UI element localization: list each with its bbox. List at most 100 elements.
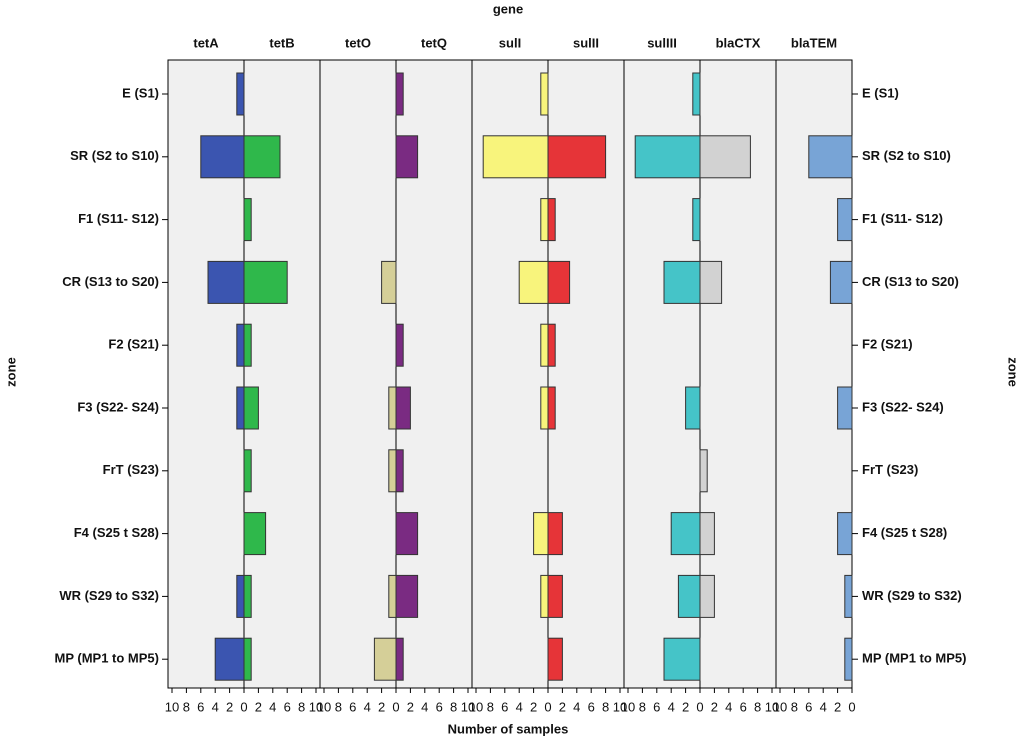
y-tick-label-right: FrT (S23): [862, 462, 918, 477]
y-tick-label-right: F1 (S11- S12): [862, 211, 943, 226]
bar: [243, 637, 252, 681]
y-tick-label-right: SR (S2 to S10): [862, 148, 951, 163]
bar: [699, 449, 708, 493]
x-tick-label: 6: [588, 699, 595, 714]
x-tick-label: 2: [530, 699, 537, 714]
bar: [837, 198, 853, 242]
bar: [243, 512, 267, 556]
bar: [395, 512, 419, 556]
x-tick-label: 10: [765, 699, 779, 714]
bar: [243, 198, 252, 242]
bar: [547, 512, 563, 556]
bar: [699, 135, 751, 179]
series-label: sulII: [573, 35, 599, 50]
x-tick-label: 8: [791, 699, 798, 714]
bar: [236, 323, 245, 367]
bar: [540, 198, 549, 242]
bar: [677, 574, 701, 618]
y-tick-label-right: F3 (S22- S24): [862, 399, 944, 414]
bar: [207, 260, 245, 304]
bar: [373, 637, 397, 681]
series-label: sulI: [499, 35, 521, 50]
x-tick-label: 2: [682, 699, 689, 714]
x-tick-label: 8: [298, 699, 305, 714]
x-tick-label: 6: [653, 699, 660, 714]
bar: [837, 512, 853, 556]
bar: [547, 386, 556, 430]
x-tick-label: 8: [639, 699, 646, 714]
bar: [236, 72, 245, 116]
x-tick-label: 2: [559, 699, 566, 714]
x-tick-label: 4: [668, 699, 675, 714]
x-tick-label: 6: [436, 699, 443, 714]
bar: [699, 574, 715, 618]
bar: [692, 198, 701, 242]
x-tick-label: 10: [165, 699, 179, 714]
x-tick-label: 4: [269, 699, 276, 714]
x-tick-label: 4: [725, 699, 732, 714]
x-tick-label: 10: [621, 699, 635, 714]
x-tick-label: 4: [212, 699, 219, 714]
x-axis-label: Number of samples: [448, 721, 569, 736]
x-tick-label: 6: [740, 699, 747, 714]
y-tick-label: SR (S2 to S10): [70, 148, 159, 163]
x-tick-label: 10: [317, 699, 331, 714]
x-tick-label: 0: [240, 699, 247, 714]
series-label: tetB: [269, 35, 294, 50]
y-tick-label: F3 (S22- S24): [77, 399, 159, 414]
x-tick-label: 4: [573, 699, 580, 714]
bar: [844, 574, 853, 618]
bar: [381, 260, 397, 304]
y-axis-label: zone: [3, 357, 18, 387]
bar: [808, 135, 853, 179]
x-tick-label: 10: [613, 699, 627, 714]
x-tick-label: 10: [773, 699, 787, 714]
bar: [685, 386, 701, 430]
bar: [663, 637, 701, 681]
bar: [699, 260, 723, 304]
bar: [482, 135, 549, 179]
x-tick-label: 6: [284, 699, 291, 714]
bar: [388, 386, 397, 430]
bar: [829, 260, 853, 304]
bar: [243, 449, 252, 493]
x-tick-label: 2: [834, 699, 841, 714]
bar: [243, 260, 288, 304]
bar: [395, 72, 404, 116]
bar: [395, 449, 404, 493]
y-tick-label: WR (S29 to S32): [59, 588, 159, 603]
series-label: tetA: [193, 35, 219, 50]
series-label: sulIII: [647, 35, 677, 50]
series-label: tetQ: [421, 35, 447, 50]
x-tick-label: 2: [407, 699, 414, 714]
y-tick-label: F2 (S21): [108, 337, 159, 352]
x-tick-label: 6: [501, 699, 508, 714]
chart-title: gene: [493, 1, 523, 16]
y-tick-label-right: F2 (S21): [862, 337, 913, 352]
x-tick-label: 2: [378, 699, 385, 714]
series-label: blaCTX: [716, 35, 761, 50]
bar: [243, 386, 259, 430]
x-tick-label: 8: [754, 699, 761, 714]
x-tick-label: 2: [711, 699, 718, 714]
x-tick-label: 10: [469, 699, 483, 714]
x-tick-label: 4: [364, 699, 371, 714]
y-tick-label: CR (S13 to S20): [62, 274, 159, 289]
y-tick-label: E (S1): [122, 85, 159, 100]
x-tick-label: 6: [197, 699, 204, 714]
bar: [837, 386, 853, 430]
x-tick-label: 8: [450, 699, 457, 714]
bar: [547, 135, 607, 179]
series-label: blaTEM: [791, 35, 837, 50]
bar: [670, 512, 701, 556]
x-tick-label: 4: [516, 699, 523, 714]
y-tick-label-right: E (S1): [862, 85, 899, 100]
bar: [243, 135, 281, 179]
bar: [236, 386, 245, 430]
bar: [388, 449, 397, 493]
x-tick-label: 10: [309, 699, 323, 714]
x-tick-label: 6: [349, 699, 356, 714]
x-tick-label: 6: [805, 699, 812, 714]
y-axis-label-right: zone: [1006, 357, 1021, 387]
y-tick-label-right: F4 (S25 t S28): [862, 525, 947, 540]
